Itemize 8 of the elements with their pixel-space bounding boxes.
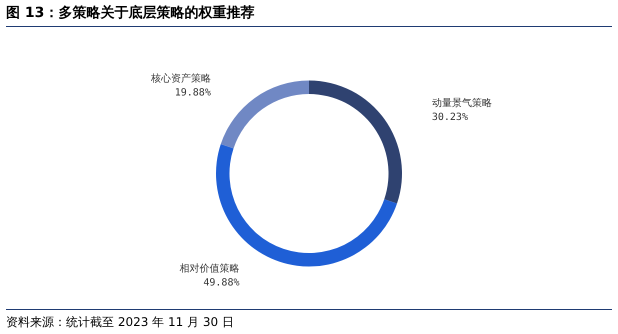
text: 资料来源：统计截至 2023 年 11 月 30 日 [6, 309, 612, 331]
slice-label: 动量景气策略 [432, 97, 492, 110]
data-label: 19.88% [174, 87, 211, 98]
data-label: 49.88% [203, 277, 240, 288]
data-label: 30.23% [432, 112, 468, 124]
chart-title: 图 13：多策略关于底层策略的权重推荐 [6, 4, 612, 27]
slice-label: 相对价值策略 [179, 262, 240, 274]
slice-label: 核心资产策略 [150, 72, 211, 84]
